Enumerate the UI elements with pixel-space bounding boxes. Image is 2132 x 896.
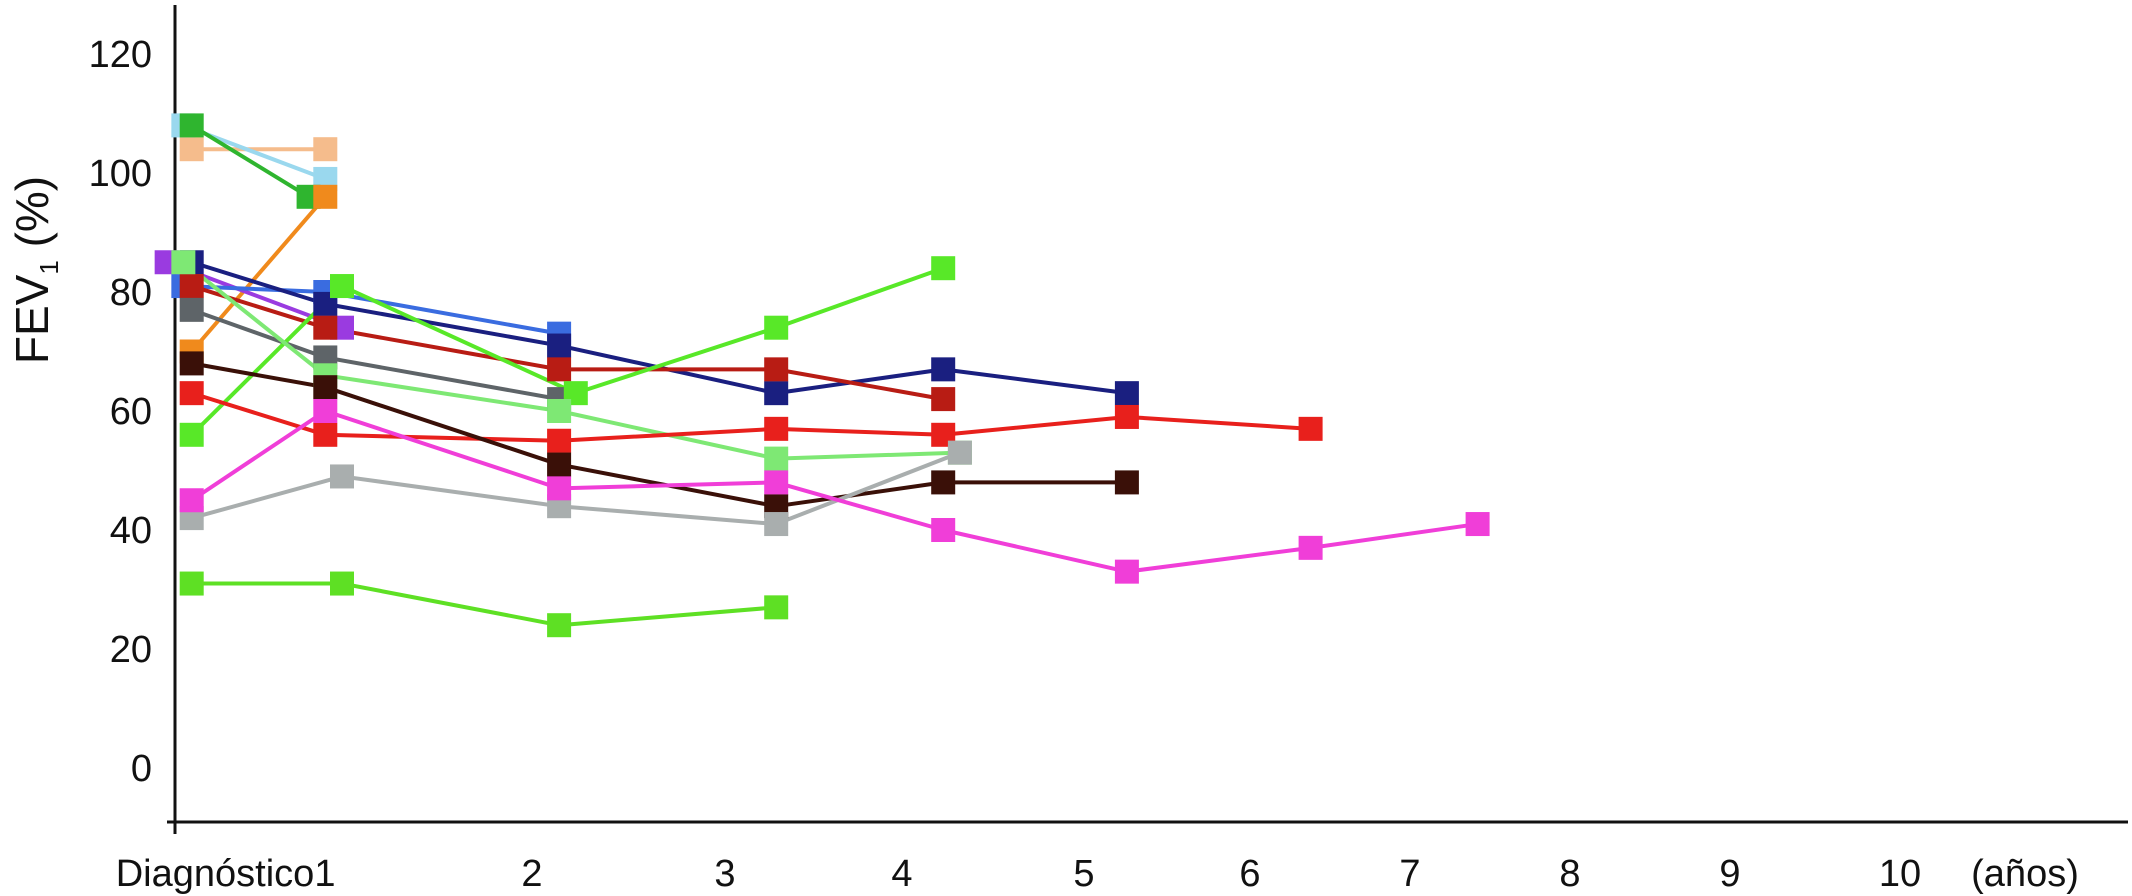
y-tick-label-20: 20 (110, 629, 152, 671)
series-8-point-4 (764, 357, 789, 382)
series-12-point-6 (1114, 404, 1139, 429)
series-13-point-3 (547, 452, 572, 477)
series-10-point-2 (330, 274, 354, 299)
x-tick-label-diagnostico: Diagnóstico (116, 853, 315, 895)
series-markers (154, 113, 1490, 638)
series-11-point-4 (764, 446, 789, 471)
y-tick-labels: 0 20 40 60 80 100 120 (89, 34, 152, 790)
series-15-line (190, 409, 1478, 574)
series-13-point-1 (179, 351, 204, 376)
series-10-point-4 (764, 315, 789, 340)
y-axis-title-main: FEV (6, 274, 58, 364)
x-tick-label-6: 6 (1239, 853, 1260, 895)
series-7-point-6 (1114, 381, 1139, 406)
series-10-point-5 (931, 256, 956, 281)
series-15-point-3 (547, 476, 572, 501)
y-tick-label-0: 0 (131, 748, 152, 790)
y-axis-title: FEV1 (%) (6, 176, 64, 364)
series-1-point-1 (179, 137, 204, 162)
series-14-point-5 (947, 440, 972, 465)
series-11-point-1 (171, 250, 196, 275)
x-tick-label-8: 8 (1559, 853, 1580, 895)
series-16-point-2 (330, 571, 354, 596)
series-8-point-1 (179, 274, 204, 299)
x-tick-label-2: 2 (521, 853, 542, 895)
series-8-point-3 (547, 357, 572, 382)
axes (167, 5, 2128, 834)
series-13-point-5 (931, 470, 956, 495)
series-15-point-6 (1114, 559, 1139, 584)
x-tick-label-4: 4 (891, 853, 912, 895)
x-axis-unit-label: (años) (1971, 853, 2079, 895)
y-tick-label-60: 60 (110, 391, 152, 433)
series-14-point-2 (330, 464, 354, 489)
x-tick-label-10: 10 (1879, 853, 1921, 895)
x-tick-label-3: 3 (714, 853, 735, 895)
y-axis-title-subscript: 1 (34, 260, 64, 274)
series-12-point-3 (547, 428, 572, 453)
series-16-point-1 (179, 571, 204, 596)
y-tick-label-120: 120 (89, 34, 152, 76)
series-7-point-5 (931, 357, 956, 382)
series-10-point-1 (179, 422, 204, 447)
y-tick-label-100: 100 (89, 153, 152, 195)
series-14-point-4 (764, 512, 789, 537)
y-tick-label-40: 40 (110, 510, 152, 552)
series-7-point-3 (547, 333, 572, 358)
series-8-point-5 (931, 387, 956, 412)
x-tick-labels: Diagnóstico 1 2 3 4 5 6 7 8 9 10 (116, 853, 1921, 895)
series-16-point-4 (764, 595, 789, 620)
series-12-point-2 (313, 422, 338, 447)
series-16-line (191, 581, 777, 628)
series-12-point-4 (764, 416, 789, 441)
series-15-point-4 (764, 470, 789, 495)
series-1-point-2 (313, 137, 338, 162)
series-4-point-2 (313, 184, 338, 209)
series-12-point-1 (179, 381, 204, 406)
series-lines (165, 123, 1478, 628)
x-tick-label-7: 7 (1399, 853, 1420, 895)
x-tick-label-5: 5 (1073, 853, 1094, 895)
series-15-point-8 (1465, 512, 1490, 537)
series-4-line (190, 195, 327, 353)
series-12-point-7 (1298, 416, 1323, 441)
series-15-point-5 (931, 518, 956, 542)
series-15-point-2 (313, 399, 338, 423)
series-11-point-3 (547, 399, 572, 423)
series-16-point-3 (547, 613, 572, 638)
series-7-point-4 (764, 381, 789, 406)
y-axis-title-rest: (%) (6, 176, 58, 260)
series-13-point-6 (1114, 470, 1139, 495)
series-15-point-1 (179, 488, 204, 513)
x-tick-label-1: 1 (314, 853, 335, 895)
y-tick-label-80: 80 (110, 272, 152, 314)
series-15-point-7 (1298, 535, 1323, 560)
series-13-point-2 (313, 375, 338, 400)
series-3-point-1 (179, 113, 204, 138)
series-9-point-1 (179, 297, 204, 322)
x-tick-label-9: 9 (1719, 853, 1740, 895)
series-3-line (190, 123, 310, 199)
series-8-point-2 (313, 315, 338, 340)
